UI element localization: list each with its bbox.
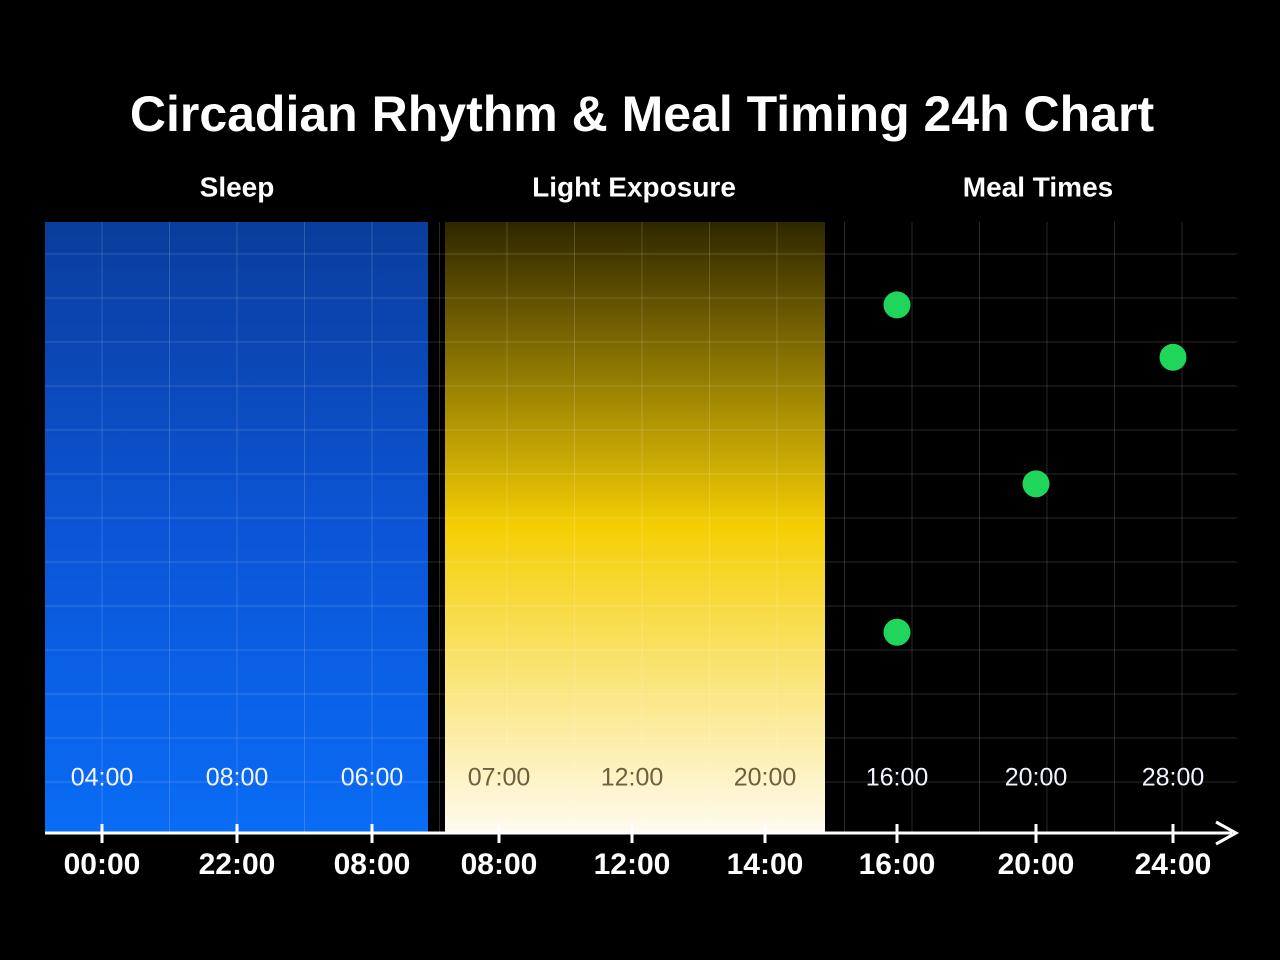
inner-label: 28:00 (1142, 764, 1205, 792)
x-tick-label: 14:00 (727, 848, 804, 881)
panel-title: Light Exposure (532, 171, 736, 202)
x-tick-label: 08:00 (334, 848, 411, 881)
inner-label: 20:00 (734, 764, 797, 792)
inner-label: 08:00 (206, 764, 269, 792)
x-tick-label: 22:00 (199, 848, 276, 881)
inner-label: 06:00 (341, 764, 404, 792)
panel-title: Meal Times (963, 171, 1113, 202)
panel-band (445, 222, 825, 833)
inner-label: 07:00 (468, 764, 531, 792)
x-tick-label: 00:00 (64, 848, 141, 881)
x-tick-label: 08:00 (461, 848, 538, 881)
axis-arrow (1215, 820, 1240, 846)
meal-dot (1022, 470, 1050, 498)
inner-label: 12:00 (601, 764, 664, 792)
inner-label: 20:00 (1005, 764, 1068, 792)
x-tick-label: 24:00 (1135, 848, 1212, 881)
panel-title: Sleep (200, 171, 275, 202)
x-tick-label: 20:00 (998, 848, 1075, 881)
x-tick-label: 16:00 (859, 848, 936, 881)
meal-dot (883, 291, 911, 319)
panel-band (45, 222, 428, 833)
inner-label: 16:00 (866, 764, 929, 792)
x-tick-label: 12:00 (594, 848, 671, 881)
meal-dot (883, 618, 911, 646)
inner-label: 04:00 (71, 764, 134, 792)
meal-dot (1159, 343, 1187, 371)
chart-title: Circadian Rhythm & Meal Timing 24h Chart (130, 86, 1155, 142)
